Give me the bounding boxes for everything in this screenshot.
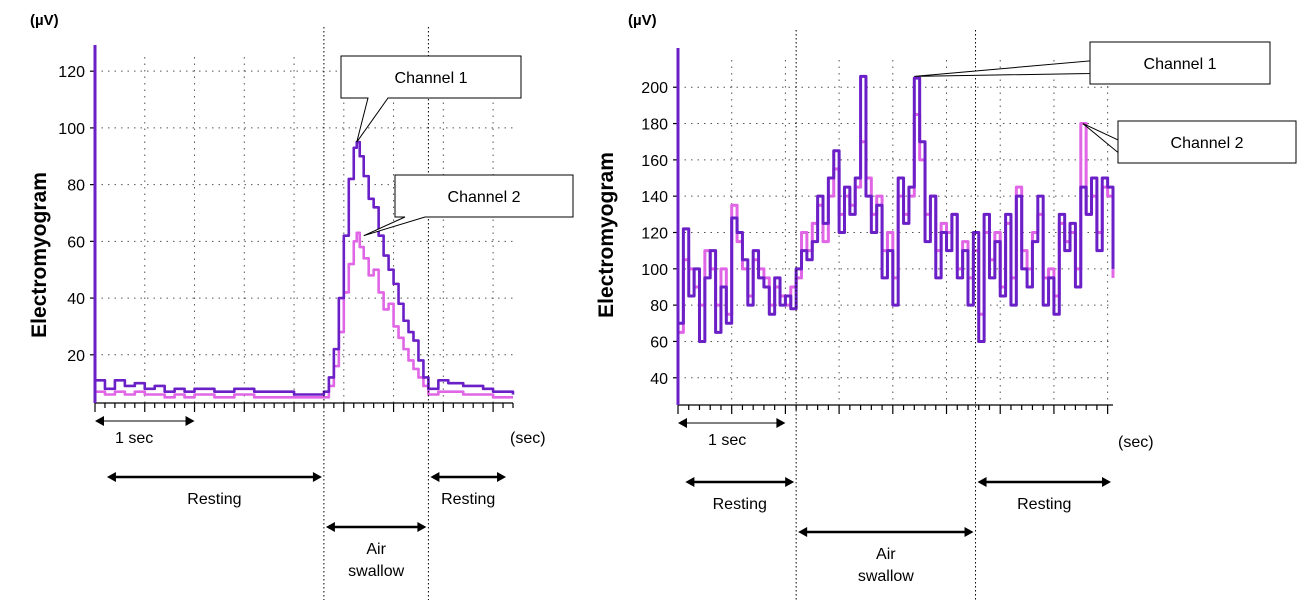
left-y-tick-label: 80 <box>67 178 85 195</box>
right-y-tick-label: 160 <box>641 153 668 170</box>
right-y-unit: (µV) <box>628 12 657 29</box>
right-phase-label-2: Resting <box>1017 496 1071 513</box>
right-series <box>676 48 1115 405</box>
left-y-tick-label: 120 <box>58 64 85 81</box>
left-chart: (µV) Electromyogram 20 40 60 80 100 120 1 sec… <box>28 12 574 600</box>
left-scale-bar-head-left <box>95 416 104 426</box>
left-grid <box>94 45 514 412</box>
left-y-unit: (µV) <box>30 12 59 29</box>
right-y-tick-label: 100 <box>641 262 668 279</box>
left-annotations: 1 sec Resting Air swallow Resting Channel 1 Ch… <box>95 27 574 600</box>
left-phase-arrow-0-head-left <box>106 472 116 482</box>
left-callout-box-2 <box>363 174 574 237</box>
left-y-ticks: 20 40 60 80 100 120 <box>58 64 95 365</box>
right-y-tick-label: 80 <box>650 298 668 315</box>
left-x-unit: (sec) <box>510 430 546 447</box>
left-series-channel-2 <box>95 231 513 399</box>
right-scale-bar-head-left <box>678 418 687 428</box>
right-grid <box>677 48 1113 414</box>
left-phase-arrow-0-head-right <box>312 472 322 482</box>
right-phase-label-line: swallow <box>858 568 914 585</box>
left-phase-label-0: Resting <box>187 491 241 508</box>
right-phase-arrow-0-head-right <box>785 477 795 487</box>
right-callout-pointer-2 <box>1082 123 1119 154</box>
right-callout-box-2 <box>1117 120 1297 164</box>
right-callout-label-1: Channel 1 <box>1144 56 1217 73</box>
left-y-tick-label: 20 <box>67 348 85 365</box>
right-chart: (µV) Electromyogram 40 60 80 100 120 140 160 18… <box>595 12 1297 600</box>
right-y-tick-label: 40 <box>650 371 668 388</box>
right-scale-bar-label: 1 sec <box>708 432 746 449</box>
right-phase-label-1: Air swallow <box>858 546 914 585</box>
right-y-tick-label: 140 <box>641 189 668 206</box>
right-callout-box-1 <box>1089 41 1271 85</box>
left-phase-label-1: Air swallow <box>348 541 404 580</box>
right-series-channel-1 <box>678 74 1115 343</box>
left-y-tick-label: 40 <box>67 291 85 308</box>
right-phase-label-line: Air <box>876 546 896 563</box>
right-annotations: 1 sec Resting Air swallow Resting Channel 1 Ch… <box>678 30 1297 600</box>
right-y-tick-label: 60 <box>650 334 668 351</box>
right-phase-label-0: Resting <box>713 496 767 513</box>
left-phase-arrow-2-head-right <box>497 472 507 482</box>
right-y-ticks: 40 60 80 100 120 140 160 180 200 <box>641 80 678 388</box>
left-phase-label-line: swallow <box>348 563 404 580</box>
left-phase-arrow-2-head-left <box>430 472 440 482</box>
left-y-axis-label: Electromyogram <box>28 172 51 338</box>
right-phase-arrow-1-head-right <box>964 527 974 537</box>
right-callout-label-2: Channel 2 <box>1171 135 1244 152</box>
left-callout-box-1 <box>340 55 522 143</box>
right-y-tick-label: 120 <box>641 226 668 243</box>
right-y-tick-label: 200 <box>641 80 668 97</box>
left-series <box>93 45 515 403</box>
left-phase-label-2: Resting <box>441 491 495 508</box>
left-y-tick-label: 100 <box>58 121 85 138</box>
left-phase-label-line: Air <box>366 541 386 558</box>
left-phase-arrow-1-head-right <box>417 522 427 532</box>
right-phase-arrow-2-head-right <box>1102 477 1111 487</box>
left-scale-bar-head-right <box>185 416 195 426</box>
right-phase-arrow-2-head-left <box>977 477 987 487</box>
left-phase-arrow-1-head-left <box>325 522 335 532</box>
right-phase-arrow-1-head-left <box>798 527 808 537</box>
right-x-unit: (sec) <box>1118 434 1154 451</box>
right-y-tick-label: 180 <box>641 117 668 134</box>
left-y-tick-label: 60 <box>67 234 85 251</box>
right-phase-arrow-0-head-left <box>685 477 695 487</box>
right-y-axis-label: Electromyogram <box>595 152 618 318</box>
left-scale-bar-label: 1 sec <box>115 430 153 447</box>
left-callout-label-1: Channel 1 <box>395 70 468 87</box>
right-scale-bar-head-right <box>776 418 786 428</box>
right-callout-pointer-1 <box>914 60 1091 77</box>
left-series-channel-1 <box>95 140 515 396</box>
left-callout-label-2: Channel 2 <box>448 189 521 206</box>
